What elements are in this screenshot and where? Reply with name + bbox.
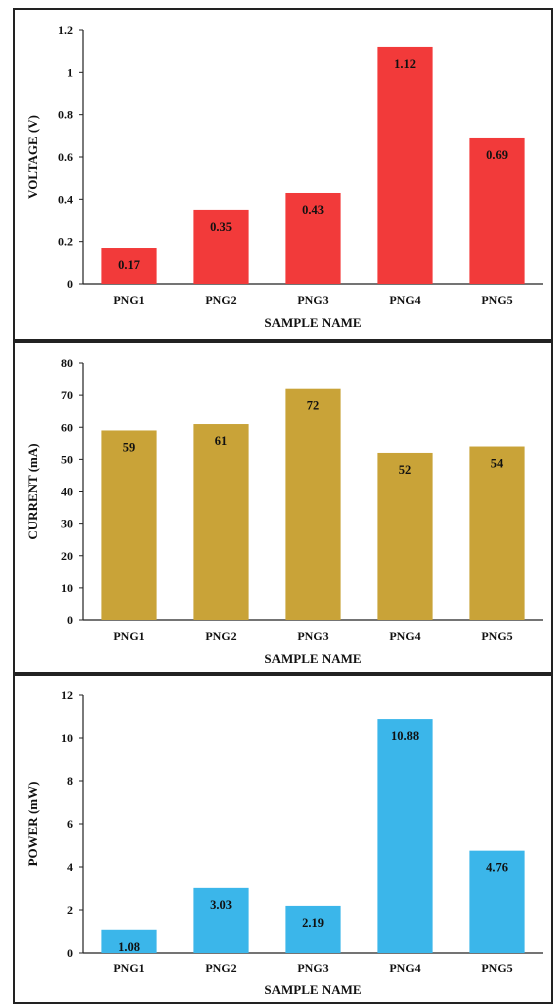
y-tick-label: 8	[67, 774, 73, 788]
bar	[285, 192, 341, 284]
y-tick-label: 1.2	[58, 23, 73, 37]
x-tick-label: PNG5	[481, 629, 512, 643]
bar	[101, 248, 157, 284]
y-axis-title: CURRENT (mA)	[25, 443, 40, 539]
y-tick-label: 0	[67, 613, 73, 627]
bar	[377, 452, 433, 620]
y-tick-label: 70	[61, 388, 73, 402]
x-tick-label: PNG1	[113, 961, 144, 975]
data-label: 3.03	[210, 898, 232, 912]
bar	[469, 446, 525, 620]
bar	[469, 850, 525, 953]
data-label: 0.17	[118, 258, 140, 272]
x-tick-label: PNG1	[113, 629, 144, 643]
y-tick-label: 10	[61, 581, 73, 595]
bar	[469, 137, 525, 284]
x-axis-title: SAMPLE NAME	[264, 651, 361, 666]
y-tick-label: 40	[61, 485, 73, 499]
y-tick-label: 0.6	[58, 150, 73, 164]
bar	[193, 887, 249, 953]
data-label: 1.12	[394, 57, 416, 71]
voltage-chart-panel: 0 0.2 0.4 0.6 0.8 1 1.2 0.17 PNG1 0.35 PNG2 0.43 PNG…	[13, 8, 553, 341]
x-tick-label: PNG2	[205, 629, 236, 643]
data-label: 61	[215, 434, 228, 448]
bar	[193, 424, 249, 620]
x-tick-label: PNG2	[205, 293, 236, 307]
x-tick-label: PNG4	[389, 629, 420, 643]
data-label: 4.76	[486, 861, 508, 875]
y-tick-label: 12	[61, 688, 73, 702]
y-tick-label: 0.4	[58, 192, 73, 206]
y-tick-label: 20	[61, 549, 73, 563]
bar	[377, 719, 433, 953]
y-tick-label: 2	[67, 903, 73, 917]
y-tick-label: 60	[61, 420, 73, 434]
y-tick-label: 80	[61, 356, 73, 370]
current-chart: 0 10 20 30 40 50 60 70 80 59 PNG1 61 PNG2 72 PNG3 52 PNG…	[25, 356, 543, 666]
x-tick-label: PNG5	[481, 293, 512, 307]
data-label: 59	[123, 440, 136, 454]
data-label: 1.08	[118, 940, 140, 954]
y-tick-label: 6	[67, 817, 73, 831]
x-tick-label: PNG3	[297, 629, 328, 643]
bar	[101, 929, 157, 953]
voltage-chart: 0 0.2 0.4 0.6 0.8 1 1.2 0.17 PNG1 0.35 PNG2 0.43 PNG…	[25, 23, 543, 330]
bar	[377, 46, 433, 284]
y-axis-title: POWER (mW)	[25, 782, 40, 867]
data-label: 54	[491, 457, 504, 471]
x-tick-label: PNG5	[481, 961, 512, 975]
y-tick-label: 10	[61, 731, 73, 745]
bar	[193, 209, 249, 284]
data-label: 0.35	[210, 220, 232, 234]
y-tick-label: 1	[67, 65, 73, 79]
x-tick-label: PNG4	[389, 293, 420, 307]
y-tick-label: 0	[67, 946, 73, 960]
power-chart: 0 2 4 6 8 10 12 1.08 PNG1 3.03 PNG2 2.19 PNG3 10.88 PN…	[25, 688, 543, 997]
y-tick-label: 50	[61, 452, 73, 466]
data-label: 72	[307, 399, 320, 413]
x-axis-title: SAMPLE NAME	[264, 315, 361, 330]
y-tick-label: 4	[67, 860, 73, 874]
bar	[285, 388, 341, 620]
x-tick-label: PNG3	[297, 293, 328, 307]
x-axis-title: SAMPLE NAME	[264, 982, 361, 997]
x-tick-label: PNG3	[297, 961, 328, 975]
y-tick-label: 0	[67, 277, 73, 291]
x-tick-label: PNG1	[113, 293, 144, 307]
y-tick-label: 0.2	[58, 235, 73, 249]
data-label: 2.19	[302, 916, 324, 930]
y-axis-title: VOLTAGE (V)	[25, 115, 40, 199]
bar	[101, 430, 157, 620]
data-label: 52	[399, 463, 412, 477]
data-label: 0.69	[486, 148, 508, 162]
data-label: 10.88	[391, 729, 419, 743]
y-tick-label: 0.8	[58, 108, 73, 122]
power-chart-panel: 0 2 4 6 8 10 12 1.08 PNG1 3.03 PNG2 2.19 PNG3 10.88 PN…	[13, 674, 553, 1004]
y-tick-label: 30	[61, 517, 73, 531]
x-tick-label: PNG2	[205, 961, 236, 975]
bar	[285, 905, 341, 953]
data-label: 0.43	[302, 203, 324, 217]
current-chart-panel: 0 10 20 30 40 50 60 70 80 59 PNG1 61 PNG2 72 PNG3 52 PNG…	[13, 341, 553, 674]
x-tick-label: PNG4	[389, 961, 420, 975]
